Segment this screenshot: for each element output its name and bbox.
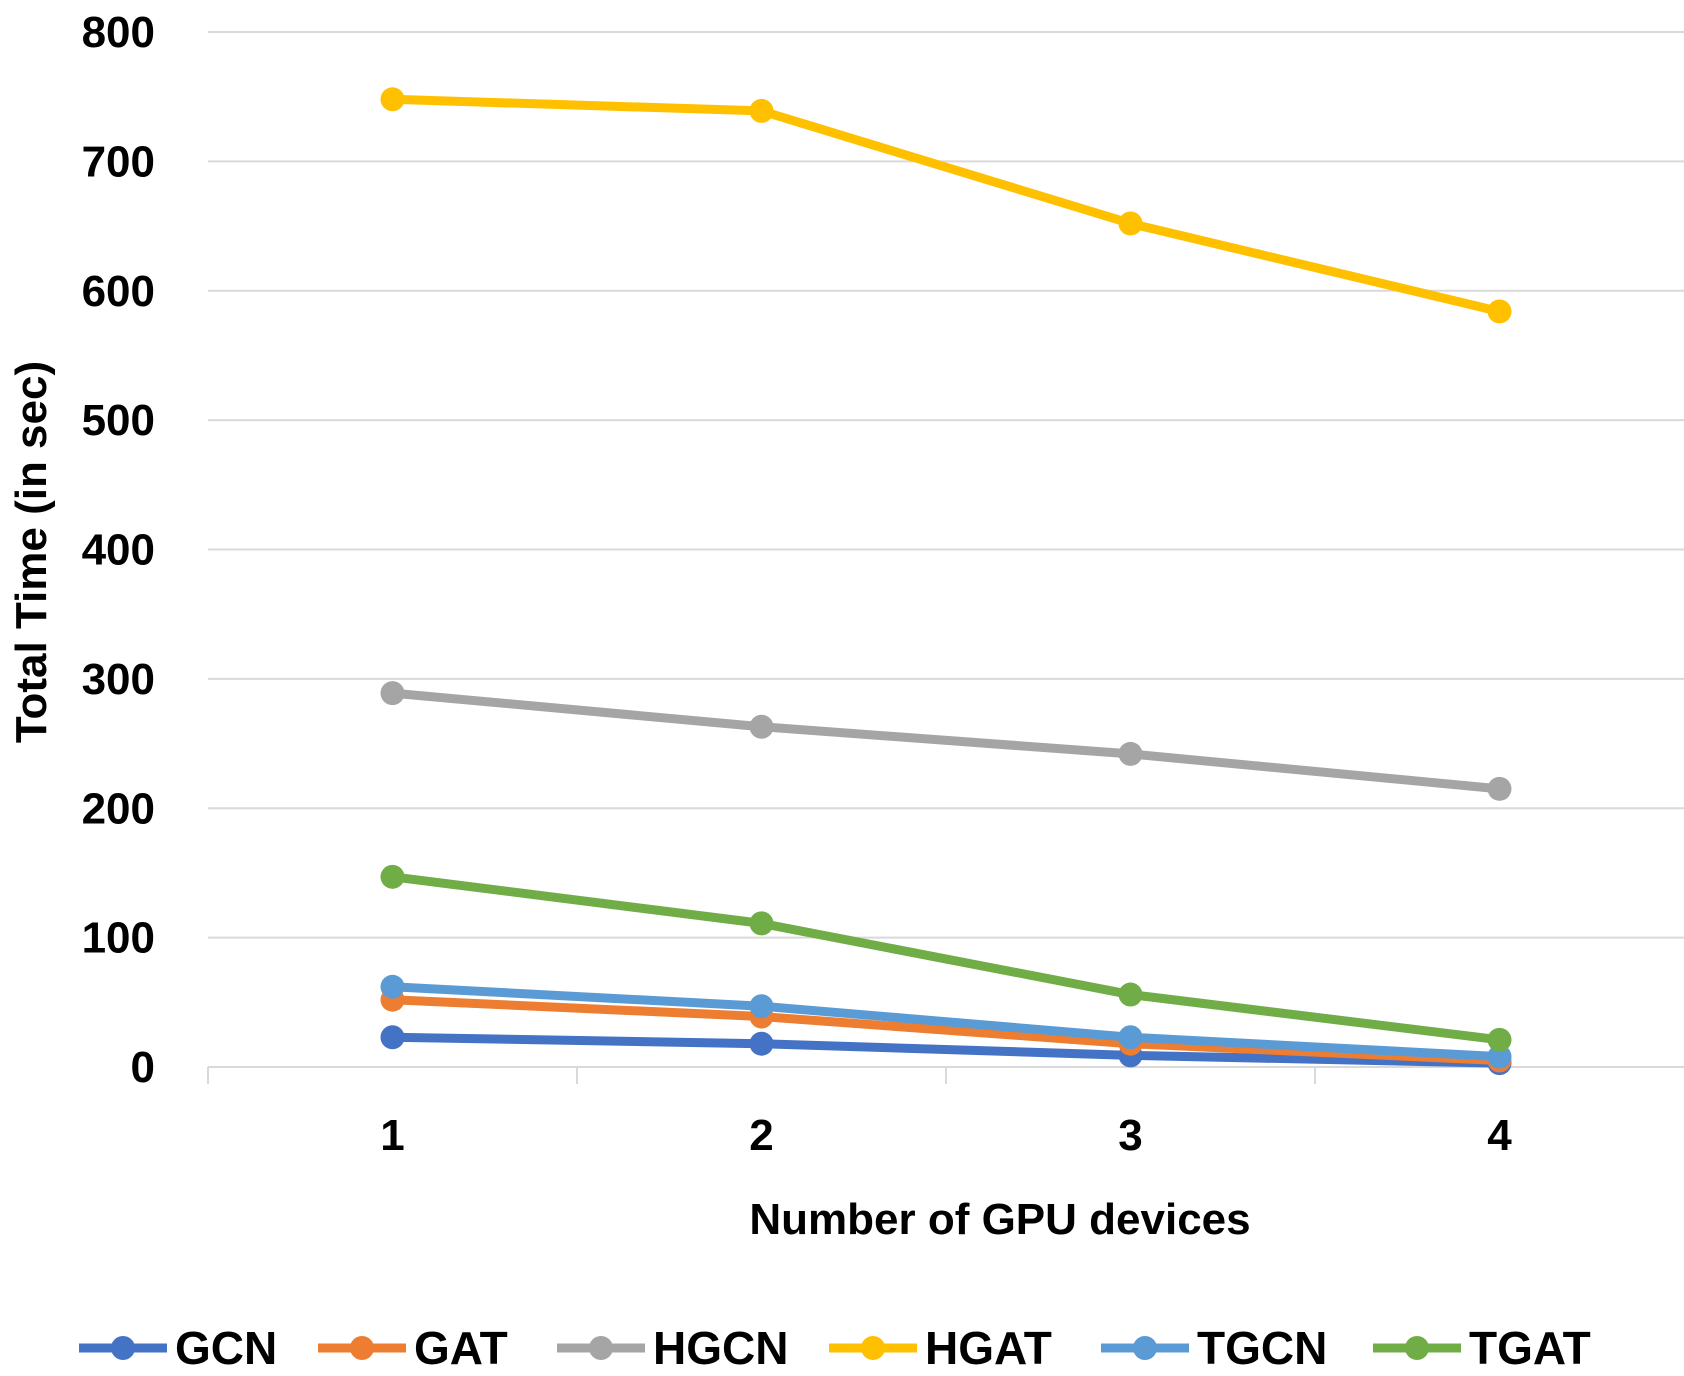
- data-point-hgcn: [1487, 776, 1512, 801]
- y-tick-label: 100: [82, 914, 155, 963]
- data-point-hgat: [1487, 299, 1512, 324]
- series-line-gat: [388, 995, 1504, 1066]
- x-axis-tick-labels: 1 2 3 4: [380, 1111, 1512, 1160]
- data-point-gcn: [749, 1031, 774, 1056]
- data-point-tgat: [749, 911, 774, 936]
- y-axis-title: Total Time (in sec): [7, 361, 56, 743]
- legend-swatch-marker: [1133, 1336, 1157, 1360]
- series-gat: [380, 987, 1512, 1073]
- data-point-tgat: [1118, 982, 1143, 1007]
- legend-label: TGAT: [1469, 1322, 1591, 1374]
- series-tgcn: [380, 974, 1512, 1069]
- data-point-tgcn: [380, 974, 405, 999]
- legend-item-tgcn: TGCN: [1101, 1322, 1327, 1374]
- legend-item-gcn: GCN: [79, 1322, 277, 1374]
- data-point-hgat: [1118, 211, 1143, 236]
- data-point-tgat: [380, 864, 405, 889]
- data-point-tgcn: [749, 994, 774, 1019]
- y-tick-label: 200: [82, 784, 155, 833]
- data-point-hgcn: [380, 681, 405, 706]
- legend-swatch-marker: [589, 1336, 613, 1360]
- x-tick-label: 4: [1487, 1111, 1512, 1160]
- data-point-tgcn: [1487, 1044, 1512, 1069]
- x-axis: [207, 1066, 1684, 1084]
- series-lines: [380, 87, 1512, 1076]
- legend-item-hgcn: HGCN: [557, 1322, 788, 1374]
- series-tgat: [380, 864, 1512, 1052]
- x-tick-label: 1: [380, 1111, 404, 1160]
- y-tick-label: 700: [82, 137, 155, 186]
- y-tick-label: 800: [82, 8, 155, 57]
- legend-swatch-marker: [1405, 1336, 1429, 1360]
- y-tick-label: 400: [82, 526, 155, 575]
- series-line-gcn: [388, 1032, 1504, 1068]
- legend-label: TGCN: [1197, 1322, 1327, 1374]
- gridlines: [208, 31, 1684, 939]
- legend-item-gat: GAT: [318, 1322, 508, 1374]
- x-axis-title: Number of GPU devices: [749, 1195, 1250, 1244]
- data-point-hgcn: [749, 714, 774, 739]
- series-line-tgcn: [388, 982, 1504, 1062]
- y-tick-label: 600: [82, 267, 155, 316]
- legend-item-hgat: HGAT: [829, 1322, 1052, 1374]
- data-point-hgcn: [1118, 741, 1143, 766]
- series-hgcn: [380, 681, 1512, 801]
- y-tick-label: 300: [82, 655, 155, 704]
- legend: GCN GAT HGCN HGAT TGCN TGAT: [79, 1322, 1591, 1374]
- data-point-gcn: [380, 1025, 405, 1050]
- legend-swatch-marker: [350, 1336, 374, 1360]
- x-tick-label: 2: [749, 1111, 773, 1160]
- data-point-hgat: [749, 98, 774, 123]
- data-point-tgcn: [1118, 1025, 1143, 1050]
- data-point-hgat: [380, 87, 405, 112]
- legend-label: GCN: [175, 1322, 277, 1374]
- series-hgat: [380, 87, 1512, 324]
- series-line-hgcn: [388, 688, 1504, 794]
- series-line-hgat: [388, 94, 1504, 316]
- legend-swatch-marker: [111, 1336, 135, 1360]
- legend-label: HGCN: [653, 1322, 788, 1374]
- y-tick-label: 500: [82, 396, 155, 445]
- series-line-tgat: [388, 872, 1504, 1045]
- legend-swatch-marker: [861, 1336, 885, 1360]
- y-tick-label: 0: [131, 1043, 155, 1092]
- legend-item-tgat: TGAT: [1373, 1322, 1591, 1374]
- y-axis-tick-labels: 0 100 200 300 400 500 600 700 800: [82, 8, 155, 1092]
- legend-label: GAT: [414, 1322, 508, 1374]
- legend-label: HGAT: [925, 1322, 1052, 1374]
- data-point-tgat: [1487, 1027, 1512, 1052]
- x-tick-label: 3: [1118, 1111, 1142, 1160]
